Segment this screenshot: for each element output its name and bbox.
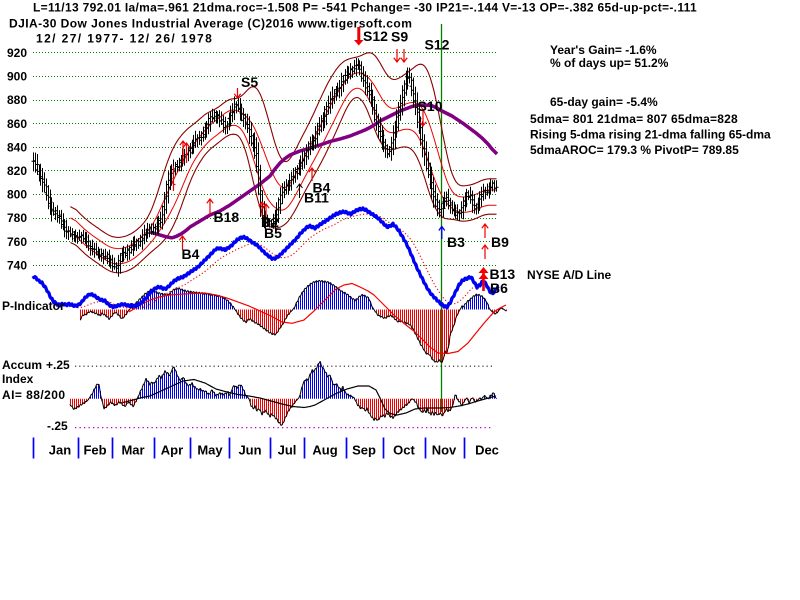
- svg-text:Rising 5-dma rising 21-dma fal: Rising 5-dma rising 21-dma falling 65-dm…: [530, 128, 771, 142]
- svg-text:B5: B5: [264, 225, 282, 241]
- svg-text:Aug: Aug: [312, 443, 337, 458]
- svg-text:May: May: [197, 443, 223, 458]
- svg-text:B4: B4: [182, 246, 200, 262]
- svg-text:B9: B9: [491, 234, 509, 250]
- svg-text:Jan: Jan: [49, 443, 71, 458]
- svg-text:-.25: -.25: [47, 419, 68, 433]
- svg-text:S5: S5: [241, 74, 258, 90]
- svg-text:S12: S12: [363, 28, 388, 44]
- svg-text:860: 860: [7, 117, 27, 131]
- svg-text:920: 920: [7, 46, 27, 60]
- svg-text:B11: B11: [304, 190, 329, 206]
- svg-text:800: 800: [7, 188, 27, 202]
- svg-text:Oct: Oct: [393, 443, 415, 458]
- svg-text:B4: B4: [313, 180, 331, 196]
- svg-text:Index: Index: [2, 372, 34, 386]
- svg-text:DJIA-30 Dow Jones Industrial: DJIA-30 Dow Jones Industrial Average (C)…: [9, 17, 412, 31]
- svg-text:12/ 27/ 1977- 12/ 26/ 1978: 12/ 27/ 1977- 12/ 26/ 1978: [36, 32, 213, 46]
- svg-text:740: 740: [7, 258, 27, 272]
- svg-text:760: 760: [7, 235, 27, 249]
- svg-text:840: 840: [7, 140, 27, 154]
- svg-text:5dmaAROC= 179.3 % PivotP= 789: 5dmaAROC= 179.3 % PivotP= 789.85: [530, 143, 739, 157]
- svg-text:S9: S9: [391, 29, 408, 45]
- svg-text:B18: B18: [214, 209, 240, 225]
- svg-text:Jul: Jul: [278, 443, 297, 458]
- svg-text:S12: S12: [425, 37, 450, 53]
- svg-text:65-day gain= -5.4%: 65-day gain= -5.4%: [550, 95, 658, 109]
- svg-text:B3: B3: [447, 234, 465, 250]
- svg-text:780: 780: [7, 211, 27, 225]
- svg-text:Apr: Apr: [161, 443, 183, 458]
- svg-text:Dec: Dec: [475, 443, 499, 458]
- svg-text:Nov: Nov: [432, 443, 457, 458]
- svg-text:5dma= 801 21dma= 807 65dma=828: 5dma= 801 21dma= 807 65dma=828: [530, 112, 738, 126]
- svg-text:L=11/13 792.01 Ia/ma=.961 2: L=11/13 792.01 Ia/ma=.961 21dma.roc=-1.5…: [33, 1, 697, 15]
- svg-text:Mar: Mar: [121, 443, 144, 458]
- svg-text:B2: B2: [261, 214, 279, 230]
- svg-text:Accum: Accum: [2, 358, 42, 372]
- svg-text:820: 820: [7, 164, 27, 178]
- svg-text:+.25: +.25: [46, 358, 70, 372]
- svg-text:900: 900: [7, 70, 27, 84]
- svg-text:Jun: Jun: [238, 443, 261, 458]
- svg-text:AI= 88/200: AI= 88/200: [2, 388, 66, 402]
- svg-text:B6: B6: [490, 280, 508, 296]
- svg-text:P-Indicator: P-Indicator: [2, 299, 65, 313]
- svg-text:Year's Gain= -1.6%: Year's Gain= -1.6%: [550, 43, 657, 57]
- svg-text:S10: S10: [418, 98, 443, 114]
- svg-text:NYSE A/D Line: NYSE A/D Line: [527, 268, 612, 282]
- svg-text:% of days up= 51.2%: % of days up= 51.2%: [550, 56, 669, 70]
- svg-text:B13: B13: [490, 266, 516, 282]
- svg-text:Feb: Feb: [83, 443, 106, 458]
- svg-text:Sep: Sep: [352, 443, 376, 458]
- svg-text:880: 880: [7, 93, 27, 107]
